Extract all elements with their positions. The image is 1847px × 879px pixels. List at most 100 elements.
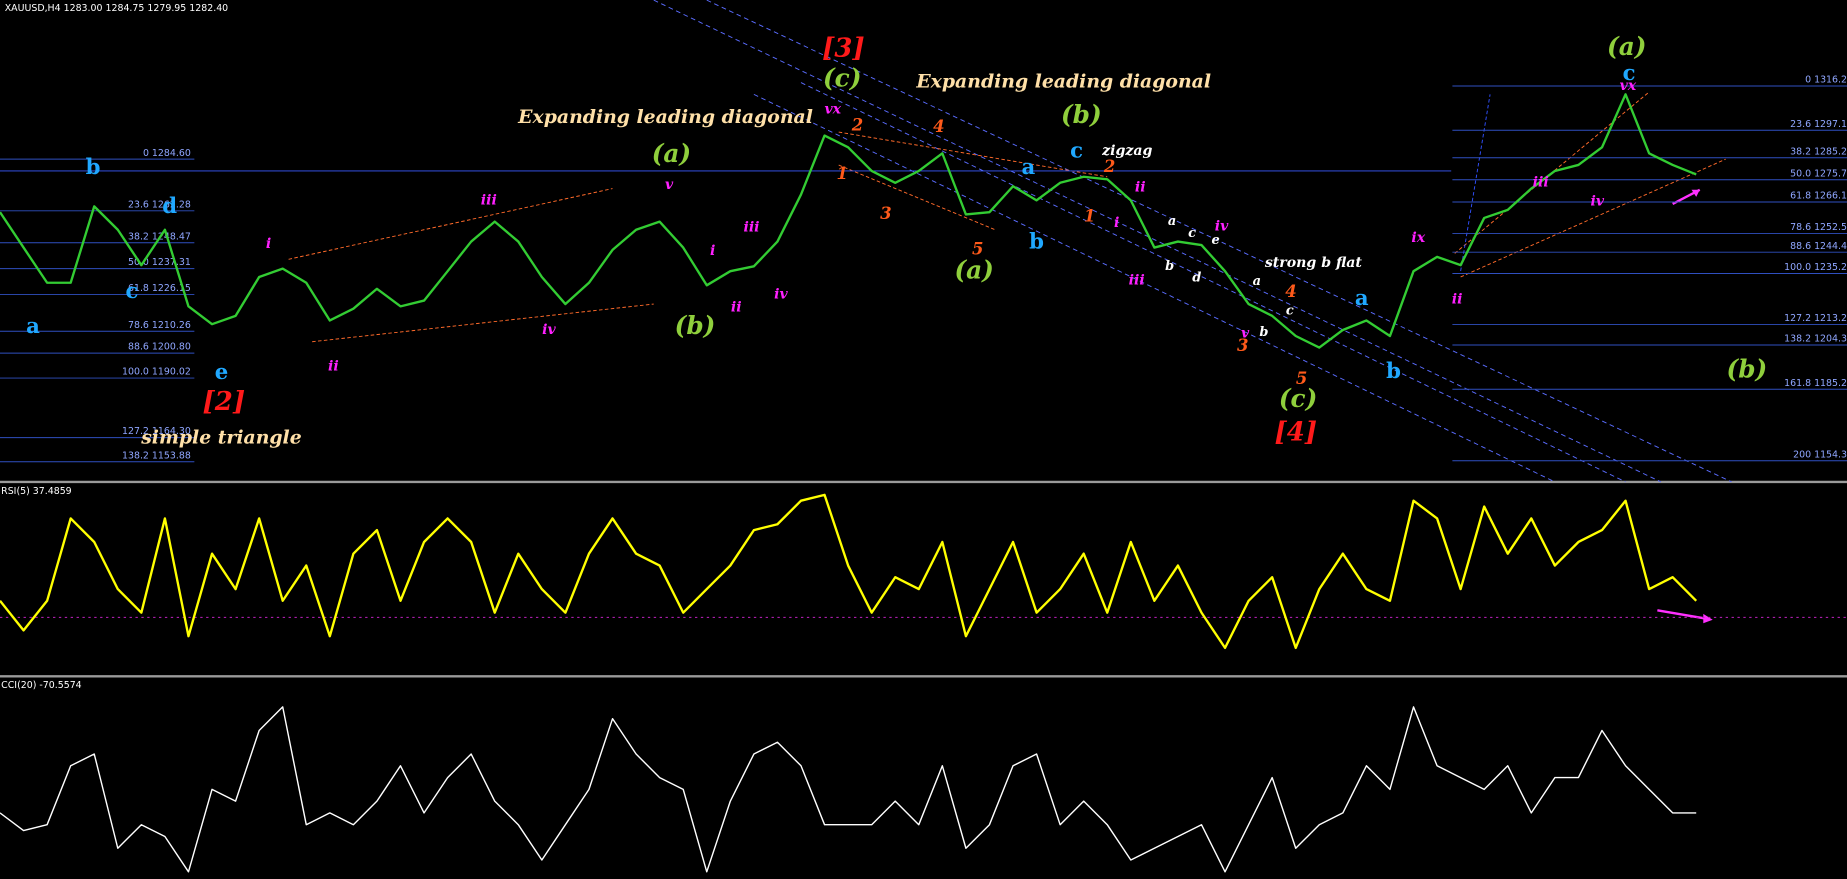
wave-label: iii: [1129, 272, 1145, 288]
wave-label: a: [26, 313, 40, 338]
annotation: zigzag: [1101, 143, 1152, 159]
wave-label: c: [1070, 138, 1083, 163]
wave-label: 1: [836, 164, 847, 183]
fib-label: 61.8 1266.1: [1790, 191, 1847, 202]
fib-label: 23.6 1262.28: [128, 199, 191, 210]
wave-label: ii: [1452, 291, 1463, 307]
fib-label: 0 1316.2: [1805, 75, 1847, 86]
wave-label: [3]: [822, 34, 865, 64]
channel-line: [653, 0, 1662, 483]
wave-label: v: [665, 177, 674, 193]
wave-label: a: [1355, 285, 1369, 310]
wave-label: (b): [1061, 100, 1102, 129]
wave-label: c: [1188, 226, 1196, 241]
wave-label: i: [266, 236, 271, 252]
wave-label: c: [1623, 60, 1636, 85]
wave-label: c: [125, 278, 138, 303]
wave-label: b: [1029, 228, 1044, 253]
wave-label: (b): [1727, 355, 1768, 384]
wave-label: b: [1165, 259, 1174, 274]
wave-label: iv: [542, 322, 556, 338]
wave-label: a: [1021, 154, 1035, 179]
wave-label: b: [1386, 358, 1401, 383]
fib-label: 78.6 1210.26: [128, 320, 191, 331]
drawing-objects: [0, 0, 1732, 624]
wedge-line: [312, 303, 654, 343]
wave-label: (b): [675, 311, 716, 340]
wave-label: i: [1114, 215, 1119, 231]
cci-line: [0, 706, 1697, 873]
fib-label: 100.0 1235.2: [1784, 262, 1847, 273]
wave-label: iii: [743, 219, 759, 235]
annotation: simple triangle: [140, 426, 302, 448]
arrow-head: [1703, 613, 1713, 624]
fib-label: 50.0 1275.7: [1790, 168, 1847, 179]
channel-line: [706, 0, 1732, 483]
wave-label: a: [1168, 214, 1176, 229]
wedge-line: [1460, 158, 1726, 278]
wave-label: v: [1241, 325, 1250, 341]
wedge-line: [838, 164, 996, 231]
wave-label: [4]: [1274, 418, 1317, 448]
wave-label: 5: [972, 239, 983, 258]
wave-label: a: [1253, 274, 1261, 289]
wave-label: (a): [954, 256, 993, 285]
fib-label: 23.6 1297.1: [1790, 119, 1847, 130]
wave-label: 4: [1285, 282, 1296, 301]
wave-label: [2]: [203, 387, 246, 417]
wave-label: 2: [851, 116, 863, 135]
wave-label: d: [162, 193, 177, 218]
fib-label: 138.2 1204.3: [1784, 334, 1847, 345]
wave-label: b: [86, 154, 101, 179]
fib-label: 200 1154.3: [1793, 449, 1847, 460]
wave-label: ii: [1135, 179, 1146, 195]
wave-label: c: [1286, 304, 1294, 319]
wave-label: (a): [652, 139, 691, 168]
rsi-header: RSI(5) 37.4859: [1, 486, 72, 497]
trend-line: [1460, 94, 1491, 272]
wave-label: b: [1259, 325, 1268, 340]
wave-label: iv: [774, 287, 788, 303]
fib-label: 127.2 1213.2: [1784, 313, 1847, 324]
annotation: Expanding leading diagonal: [915, 71, 1211, 93]
wave-label: 2: [1103, 157, 1115, 176]
fib-label: 127.2 1164.30: [122, 426, 191, 437]
fib-label: 61.8 1226.15: [128, 283, 191, 294]
wave-label: i: [710, 243, 715, 259]
wave-label: (c): [1279, 384, 1317, 413]
wave-label: 4: [933, 117, 944, 136]
fib-label: 100.0 1190.02: [122, 367, 191, 378]
wave-label: 1: [1084, 206, 1095, 225]
annotation: strong b flat: [1265, 255, 1363, 271]
wave-label: ii: [328, 358, 339, 374]
price-line: [0, 93, 1697, 349]
wave-label: ix: [1411, 230, 1425, 246]
wave-label: iv: [1590, 194, 1604, 210]
wave-label: vx: [824, 102, 841, 118]
symbol-header: XAUUSD,H4 1283.00 1284.75 1279.95 1282.4…: [5, 3, 228, 14]
wave-label: 5: [1296, 369, 1307, 388]
wave-label: ii: [731, 300, 742, 316]
fib-label: 138.2 1153.88: [122, 450, 191, 461]
wave-label: 3: [880, 204, 891, 223]
fib-label: 78.6 1252.5: [1790, 222, 1847, 233]
wedge-line: [838, 131, 1108, 178]
wave-label: e: [1212, 233, 1220, 248]
wave-label: (a): [1607, 32, 1646, 61]
fib-label: 88.6 1200.80: [128, 342, 191, 353]
wedge-line: [288, 188, 613, 260]
wave-label: iii: [481, 192, 497, 208]
arrow-head: [1691, 189, 1700, 197]
cci-header: CCI(20) -70.5574: [1, 680, 82, 691]
fib-label: 38.2 1285.2: [1790, 146, 1847, 157]
fib-label: 88.6 1244.4: [1790, 241, 1847, 252]
wave-label: iv: [1215, 218, 1229, 234]
fib-label: 161.8 1185.2: [1784, 378, 1847, 389]
wave-label: iii: [1533, 175, 1549, 191]
wave-label: vx: [1620, 78, 1637, 94]
fib-label: 0 1284.60: [143, 148, 191, 159]
rsi-line: [0, 493, 1698, 650]
